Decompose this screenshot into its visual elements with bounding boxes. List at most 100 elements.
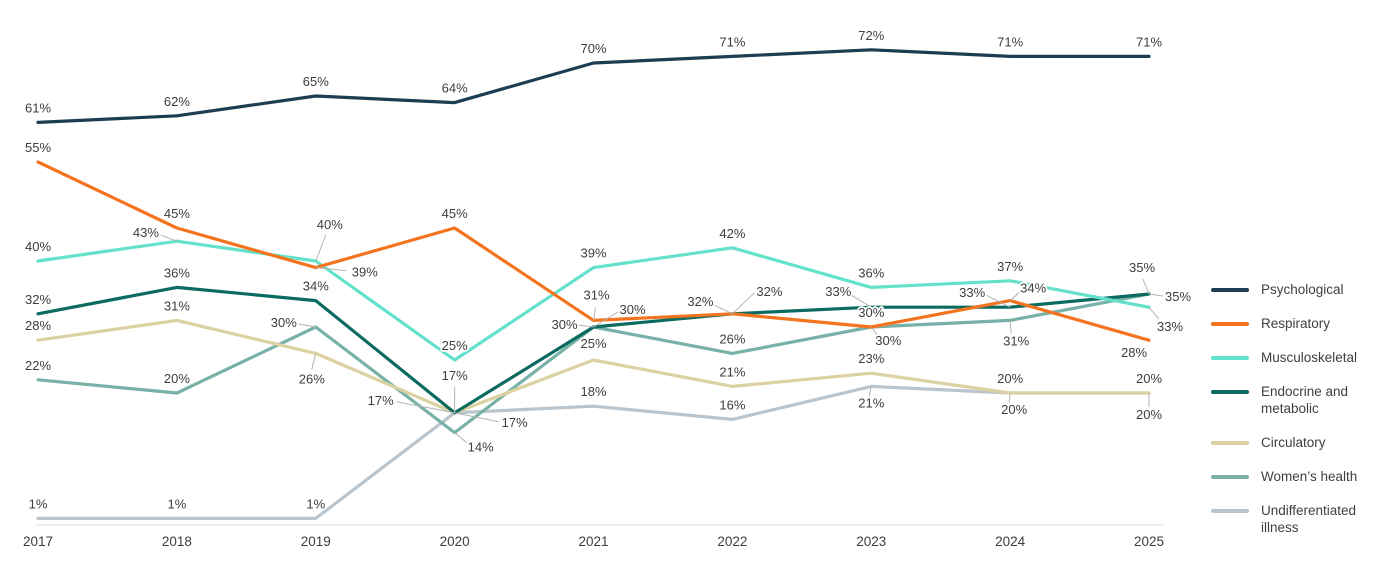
legend-swatch [1211, 389, 1249, 394]
value-label-respiratory: 31% [583, 287, 609, 302]
legend-label: Psychological [1261, 282, 1344, 297]
value-label-endocrine-and-metabolic: 33% [825, 284, 851, 299]
value-label-psychological: 71% [1136, 34, 1162, 49]
value-label-circulatory: 17% [368, 393, 394, 408]
value-label-circulatory: 21% [719, 364, 745, 379]
legend-swatch [1211, 321, 1249, 326]
series-line-undifferentiated-illness [36, 384, 1151, 521]
value-label-circulatory: 28% [25, 318, 51, 333]
label-leader-line [870, 326, 878, 336]
label-leader-line [732, 292, 755, 315]
series-line-women-s-health [36, 292, 1151, 435]
value-label-circulatory: 20% [1136, 371, 1162, 386]
value-label-undifferentiated-illness: 16% [719, 397, 745, 412]
legend-swatch [1211, 508, 1249, 513]
legend-label: Undifferentiated illness [1261, 503, 1357, 535]
label-leader-line [298, 323, 316, 328]
value-label-psychological: 71% [997, 34, 1023, 49]
value-label-circulatory: 23% [858, 351, 884, 366]
legend-item-women-s-health: Women’s health [1211, 468, 1386, 485]
value-label-endocrine-and-metabolic: 35% [1129, 260, 1155, 275]
value-label-undifferentiated-illness: 21% [858, 395, 884, 410]
label-leader-line [1148, 306, 1160, 320]
series-line-musculoskeletal [36, 239, 1151, 362]
value-label-respiratory: 28% [1121, 345, 1147, 360]
legend-item-respiratory: Respiratory [1211, 315, 1386, 332]
value-label-endocrine-and-metabolic: 17% [442, 368, 468, 383]
label-leader-line [577, 324, 594, 328]
value-label-respiratory: 45% [164, 206, 190, 221]
value-label-musculoskeletal: 40% [317, 217, 343, 232]
value-label-respiratory: 34% [1020, 281, 1046, 296]
legend-label: Endocrine and metabolic [1261, 384, 1349, 416]
legend-item-circulatory: Circulatory [1211, 434, 1386, 451]
x-axis-label: 2023 [856, 534, 886, 549]
value-label-undifferentiated-illness: 20% [1001, 402, 1027, 417]
x-axis-label: 2024 [995, 534, 1026, 549]
label-leader-line [713, 304, 733, 315]
legend-label: Women’s health [1261, 469, 1358, 484]
value-label-musculoskeletal: 42% [719, 226, 745, 241]
value-label-endocrine-and-metabolic: 30% [619, 302, 645, 317]
value-label-musculoskeletal: 37% [997, 259, 1023, 274]
value-label-respiratory: 39% [352, 265, 378, 280]
legend-swatch [1211, 474, 1249, 479]
legend-swatch [1211, 440, 1249, 445]
legend-item-musculoskeletal: Musculoskeletal [1211, 349, 1386, 366]
value-label-women-s-health: 22% [25, 358, 51, 373]
value-label-women-s-health: 30% [271, 315, 297, 330]
legend-label: Circulatory [1261, 435, 1326, 450]
value-label-musculoskeletal: 39% [580, 246, 606, 261]
legend-label: Musculoskeletal [1261, 350, 1358, 365]
value-label-women-s-health: 30% [875, 333, 901, 348]
legend-swatch [1211, 287, 1249, 292]
value-label-psychological: 61% [25, 100, 51, 115]
value-label-musculoskeletal: 33% [1157, 319, 1183, 334]
value-label-circulatory: 26% [299, 371, 325, 386]
value-label-circulatory: 20% [997, 371, 1023, 386]
value-label-psychological: 65% [303, 74, 329, 89]
x-axis-label: 2019 [301, 534, 331, 549]
value-label-undifferentiated-illness: 1% [29, 496, 48, 511]
legend-item-endocrine-and-metabolic: Endocrine and metabolic [1211, 383, 1386, 417]
value-label-musculoskeletal: 25% [442, 338, 468, 353]
value-label-endocrine-and-metabolic: 33% [959, 285, 985, 300]
label-leader-line [1009, 291, 1021, 301]
legend-swatch [1211, 355, 1249, 360]
value-label-respiratory: 55% [25, 140, 51, 155]
value-label-respiratory: 45% [442, 206, 468, 221]
chart-legend: Psychological Respiratory Musculoskeletal E… [1211, 281, 1386, 536]
label-leader-line [593, 310, 620, 328]
x-axis-label: 2017 [23, 534, 53, 549]
legend-item-psychological: Psychological [1211, 281, 1386, 298]
label-leader-line [454, 432, 467, 443]
legend-label: Respiratory [1261, 316, 1331, 331]
label-leader-line [868, 386, 872, 397]
value-label-psychological: 72% [858, 28, 884, 43]
label-leader-line [1148, 293, 1164, 297]
value-label-musculoskeletal: 40% [25, 239, 51, 254]
series-line-psychological [36, 48, 1151, 125]
label-leader-line [315, 267, 346, 272]
value-label-women-s-health: 31% [1003, 333, 1029, 348]
series-line-circulatory [36, 318, 1151, 415]
value-label-women-s-health: 35% [1165, 289, 1191, 304]
value-label-musculoskeletal: 36% [858, 265, 884, 280]
label-leader-line [454, 412, 499, 423]
value-label-circulatory: 31% [164, 298, 190, 313]
value-label-women-s-health: 14% [468, 440, 494, 455]
value-label-undifferentiated-illness: 1% [167, 496, 186, 511]
value-label-women-s-health: 26% [719, 331, 745, 346]
x-axis-label: 2021 [578, 534, 608, 549]
value-label-psychological: 70% [580, 41, 606, 56]
value-label-women-s-health: 30% [551, 317, 577, 332]
label-leader-line [396, 401, 455, 414]
label-leader-line [593, 307, 596, 321]
x-axis-label: 2018 [162, 534, 192, 549]
value-label-psychological: 64% [442, 81, 468, 96]
label-leader-line [985, 294, 1011, 308]
value-label-undifferentiated-illness: 17% [502, 415, 528, 430]
label-leader-line [1008, 392, 1011, 404]
